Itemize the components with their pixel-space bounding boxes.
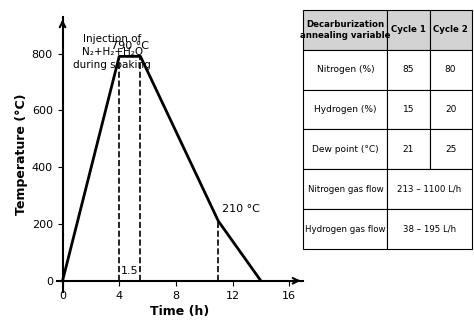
Text: 25: 25 xyxy=(445,145,456,154)
Bar xyxy=(387,129,429,169)
Text: 85: 85 xyxy=(403,65,414,74)
Text: Nitrogen gas flow: Nitrogen gas flow xyxy=(308,185,383,194)
Text: 21: 21 xyxy=(403,145,414,154)
Bar xyxy=(303,90,387,129)
Text: 790 °C: 790 °C xyxy=(111,41,149,51)
Bar xyxy=(429,129,472,169)
Bar xyxy=(303,10,387,50)
Text: Cycle 1: Cycle 1 xyxy=(391,25,426,35)
Text: 80: 80 xyxy=(445,65,456,74)
Bar xyxy=(387,90,429,129)
Text: Nitrogen (%): Nitrogen (%) xyxy=(317,65,374,74)
Text: Decarburization
annealing variable: Decarburization annealing variable xyxy=(300,20,391,40)
Bar xyxy=(387,209,472,249)
Bar xyxy=(429,90,472,129)
Bar xyxy=(429,50,472,90)
Text: 15: 15 xyxy=(403,105,414,114)
Bar xyxy=(303,169,387,209)
Text: Hydrogen gas flow: Hydrogen gas flow xyxy=(305,224,386,234)
Text: 1.5: 1.5 xyxy=(121,266,138,276)
Text: Cycle 2: Cycle 2 xyxy=(433,25,468,35)
Text: 210 °C: 210 °C xyxy=(222,204,260,214)
Text: 20: 20 xyxy=(445,105,456,114)
Bar xyxy=(387,169,472,209)
X-axis label: Time (h): Time (h) xyxy=(151,305,210,318)
Text: 38 – 195 L/h: 38 – 195 L/h xyxy=(403,224,456,234)
Text: 213 – 1100 L/h: 213 – 1100 L/h xyxy=(397,185,462,194)
Text: Dew point (°C): Dew point (°C) xyxy=(312,145,379,154)
Text: Hydrogen (%): Hydrogen (%) xyxy=(314,105,377,114)
Y-axis label: Temperature (°C): Temperature (°C) xyxy=(15,94,27,215)
Bar xyxy=(303,50,387,90)
Bar xyxy=(303,209,387,249)
Bar xyxy=(387,10,429,50)
Bar xyxy=(387,50,429,90)
Bar xyxy=(303,129,387,169)
Text: Injection of
N₂+H₂+H₂O
during soaking: Injection of N₂+H₂+H₂O during soaking xyxy=(73,34,151,70)
Bar xyxy=(429,10,472,50)
